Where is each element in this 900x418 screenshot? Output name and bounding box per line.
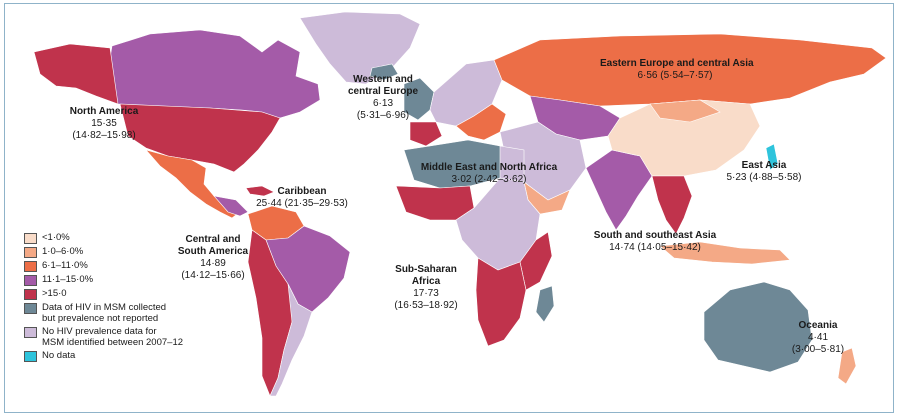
southern-africa	[475, 257, 527, 347]
india	[585, 149, 653, 231]
legend-swatch	[24, 275, 37, 286]
iceland	[369, 63, 399, 81]
legend-swatch	[24, 289, 37, 300]
legend: <1·0% 1·0–6·0% 6·1–11·0% 11·1–15·0% >15·…	[24, 232, 224, 364]
label-north-america: North America 15·35 (14·82–15·98)	[69, 106, 139, 141]
west-africa	[395, 185, 475, 221]
legend-item: 1·0–6·0%	[24, 246, 224, 258]
legend-swatch	[24, 233, 37, 244]
mongolia	[649, 99, 721, 123]
legend-swatch	[24, 303, 37, 314]
label-east-asia: East Asia 5·23 (4·88–5·58)	[726, 160, 802, 183]
madagascar	[535, 285, 555, 323]
australia	[703, 281, 813, 373]
label-oceania: Oceania 4·41 (3·00–5·81)	[791, 320, 845, 355]
legend-swatch	[24, 261, 37, 272]
legend-item: 11·1–15·0%	[24, 274, 224, 286]
legend-item: Data of HIV in MSM collected but prevalen…	[24, 302, 224, 324]
caribbean-islands	[245, 185, 275, 197]
legend-item: No data	[24, 350, 224, 362]
usa	[119, 103, 281, 173]
legend-item: No HIV prevalence data for MSM identified…	[24, 326, 224, 348]
label-middle-east-north-africa: Middle East and North Africa 3·02 (2·42–…	[420, 162, 558, 185]
label-western-central-europe: Western and central Europe 6·13 (5·31–6·…	[347, 74, 419, 121]
italy-balkans	[455, 103, 507, 141]
legend-item: 6·1–11·0%	[24, 260, 224, 272]
central-america	[213, 195, 249, 217]
legend-item: >15·0	[24, 288, 224, 300]
new-zealand	[837, 347, 857, 385]
label-eastern-europe-central-asia: Eastern Europe and central Asia 6·56 (5·…	[600, 58, 754, 81]
label-sub-saharan-africa: Sub-Saharan Africa 17·73 (16·53–18·92)	[394, 264, 458, 311]
iberia	[409, 121, 443, 147]
southern-cone	[269, 283, 313, 397]
label-caribbean: Caribbean 25·44 (21·35–29·53)	[256, 186, 348, 209]
legend-swatch	[24, 351, 37, 362]
southeast-asia	[651, 175, 693, 235]
legend-item: <1·0%	[24, 232, 224, 244]
legend-swatch	[24, 247, 37, 258]
label-south-southeast-asia: South and southeast Asia 14·74 (14·05–15…	[593, 230, 717, 253]
label-central-south-america: Central and South America 14·89 (14·12–1…	[177, 234, 249, 281]
alaska	[33, 43, 119, 105]
central-africa	[455, 177, 541, 271]
indonesia	[659, 241, 791, 265]
japan	[765, 143, 779, 171]
legend-swatch	[24, 327, 37, 338]
